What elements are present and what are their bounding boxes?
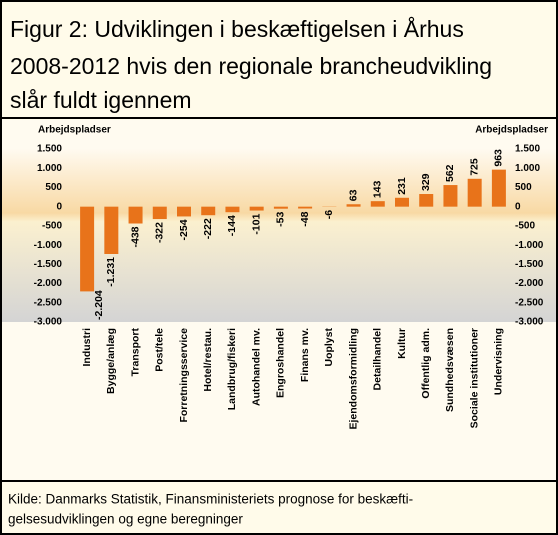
bar	[177, 206, 191, 217]
x-tick-label: Landbrug/fiskeri	[226, 328, 238, 410]
y2-axis-label: Arbejdspladser	[475, 125, 548, 136]
value-label: -6	[323, 210, 335, 219]
value-label: 231	[396, 177, 408, 195]
y-tick-label: 500	[45, 182, 62, 193]
y2-tick-label: 0	[515, 201, 521, 212]
bar	[201, 206, 216, 216]
value-label: 562	[444, 164, 456, 182]
bar	[346, 204, 361, 207]
y-tick-label: -2.500	[34, 297, 63, 308]
x-tick-label: Post/tele	[154, 328, 166, 372]
plot-background	[2, 149, 556, 322]
value-label: 143	[372, 180, 384, 198]
value-label: -222	[202, 218, 214, 239]
x-tick-label: Engroshandel	[275, 328, 287, 398]
source-line: gelsesudviklingen og egne beregninger	[8, 512, 243, 527]
x-tick-label: Undervisning	[493, 328, 505, 395]
x-tick-label: Hotel/restau.	[202, 328, 214, 392]
y-tick-label: -2.000	[34, 278, 63, 289]
value-label: -2.204	[93, 290, 105, 320]
x-tick-label: Forretningsservice	[178, 328, 190, 423]
value-label: -254	[178, 219, 190, 240]
value-label: 329	[420, 173, 432, 191]
x-tick-label: Transport	[129, 328, 141, 377]
value-label: -53	[275, 212, 287, 227]
y2-tick-label: -2.000	[515, 278, 544, 289]
title-line: Figur 2: Udviklingen i beskæftigelsen i …	[10, 15, 464, 42]
y-tick-label: 0	[56, 201, 62, 212]
value-label: -101	[250, 213, 262, 234]
bar	[80, 206, 95, 292]
y2-tick-label: 500	[515, 182, 532, 193]
y-tick-label: 1.000	[37, 163, 62, 174]
y2-tick-label: -500	[515, 221, 535, 232]
y-tick-label: -3.000	[34, 317, 63, 328]
y2-tick-label: -2.500	[515, 297, 544, 308]
value-label: -438	[129, 226, 141, 247]
y2-tick-label: 1.000	[515, 163, 540, 174]
source-line: Kilde: Danmarks Statistik, Finansministe…	[8, 492, 413, 507]
bar	[249, 206, 264, 211]
x-tick-label: Bygge/anlæg	[105, 328, 117, 394]
bar	[225, 206, 240, 213]
x-tick-label: Autohandel mv.	[250, 328, 262, 406]
x-tick-label: Ejendomsformidling	[347, 328, 359, 430]
value-label: 963	[493, 149, 505, 167]
y-tick-label: 1.500	[37, 144, 62, 155]
bar	[152, 206, 167, 220]
bar	[298, 206, 313, 209]
x-tick-label: Finans mv.	[299, 328, 311, 382]
y-axis-label: Arbejdspladser	[38, 125, 111, 136]
value-label: -322	[154, 222, 166, 243]
y2-tick-label: -3.000	[515, 317, 544, 328]
y-tick-label: -1.500	[34, 259, 63, 270]
bar	[467, 178, 482, 207]
value-label: -1.231	[105, 257, 117, 287]
value-label: -144	[226, 215, 238, 236]
bar	[395, 197, 409, 207]
title-line: slår fuldt igennem	[10, 87, 192, 113]
bar	[370, 201, 385, 207]
bar	[419, 194, 434, 207]
y-tick-label: -1.000	[34, 240, 63, 251]
x-tick-label: Uoplyst	[323, 328, 335, 367]
value-label: 725	[468, 158, 480, 176]
value-label: 63	[347, 189, 359, 201]
x-tick-label: Detailhandel	[372, 328, 384, 391]
bar	[443, 185, 458, 207]
y2-tick-label: 1.500	[515, 144, 540, 155]
y2-tick-label: -1.000	[515, 240, 544, 251]
value-label: -48	[299, 211, 311, 226]
bar	[273, 206, 288, 209]
x-tick-label: Sociale institutioner	[468, 328, 480, 428]
bar	[128, 206, 143, 224]
x-tick-label: Sundhedsvæsen	[444, 328, 456, 412]
x-tick-label: Kultur	[396, 328, 408, 359]
x-tick-label: Offentlig adm.	[420, 328, 432, 399]
y-tick-label: -500	[42, 221, 62, 232]
x-tick-label: Industri	[81, 328, 93, 367]
bar	[491, 169, 506, 207]
y2-tick-label: -1.500	[515, 259, 544, 270]
title-line: 2008-2012 hvis den regionale brancheudvi…	[10, 53, 492, 79]
bar	[104, 206, 119, 254]
